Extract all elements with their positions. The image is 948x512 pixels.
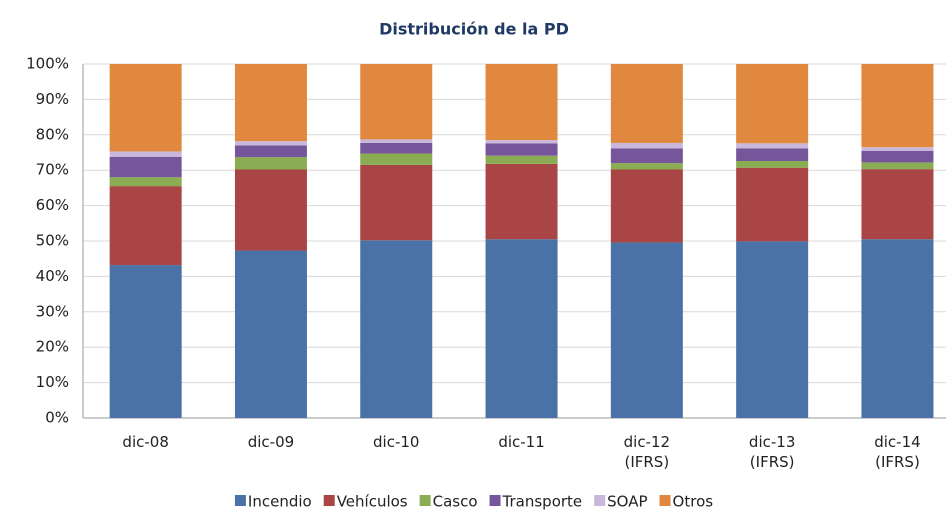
legend-swatch bbox=[659, 495, 671, 506]
x-tick-label: dic-10 bbox=[373, 433, 419, 451]
bar-segment bbox=[485, 155, 558, 164]
bar-segment bbox=[736, 143, 809, 149]
bar-segment bbox=[861, 239, 934, 418]
bar-segment bbox=[109, 177, 182, 187]
x-tick-label-line: (IFRS) bbox=[750, 453, 795, 471]
bar-segment bbox=[109, 265, 182, 418]
y-tick-label: 10% bbox=[36, 373, 69, 391]
bar-segment bbox=[109, 186, 182, 266]
bar-segment bbox=[360, 240, 433, 418]
legend: Incendio Vehículos Casco Transporte SOAP Otro… bbox=[234, 493, 714, 511]
x-tick-label: dic-09 bbox=[248, 433, 294, 451]
x-tick-label-line: dic-11 bbox=[498, 433, 544, 451]
bar-segment bbox=[234, 157, 307, 170]
y-tick-label: 70% bbox=[36, 161, 69, 179]
bar-segment bbox=[861, 150, 934, 163]
bar-segment bbox=[610, 163, 683, 170]
bar-segment bbox=[736, 241, 809, 418]
bar-segment bbox=[861, 162, 934, 170]
legend-label: SOAP bbox=[607, 493, 647, 511]
x-tick-label-line: dic-14 bbox=[874, 433, 920, 451]
bar-segment bbox=[360, 139, 433, 143]
bar-segment bbox=[485, 239, 558, 418]
bar-segment bbox=[736, 167, 809, 242]
bar-segment bbox=[485, 140, 558, 144]
legend-swatch bbox=[489, 495, 501, 506]
x-tick-label: dic-11 bbox=[498, 433, 544, 451]
bar-segment bbox=[610, 169, 683, 243]
y-tick-label: 90% bbox=[36, 90, 69, 108]
bar-segment bbox=[109, 151, 182, 157]
bar-segment bbox=[610, 242, 683, 418]
bar-segment bbox=[736, 148, 809, 161]
bar-segment bbox=[234, 141, 307, 146]
bar-segment bbox=[234, 145, 307, 158]
y-tick-label: 20% bbox=[36, 338, 69, 356]
y-tick-label: 100% bbox=[26, 55, 69, 73]
x-tick-label-line: dic-13 bbox=[749, 433, 795, 451]
legend-label: Otros bbox=[673, 493, 714, 511]
bar-segment bbox=[861, 147, 934, 151]
bar-segment bbox=[485, 143, 558, 156]
bar-segment bbox=[610, 148, 683, 164]
bar-segment bbox=[861, 169, 934, 240]
legend-swatch bbox=[234, 495, 246, 506]
legend-label: Vehículos bbox=[337, 493, 408, 511]
bar-segment bbox=[485, 64, 558, 141]
bar-segment bbox=[360, 153, 433, 165]
x-tick-label-line: dic-09 bbox=[248, 433, 294, 451]
bar-segment bbox=[109, 156, 182, 178]
legend-label: Incendio bbox=[248, 493, 312, 511]
x-tick-label-line: (IFRS) bbox=[624, 453, 669, 471]
bar-segment bbox=[360, 164, 433, 241]
x-tick-label-line: dic-12 bbox=[624, 433, 670, 451]
bar-segment bbox=[234, 169, 307, 251]
bar-segment bbox=[610, 142, 683, 149]
y-tick-label: 60% bbox=[36, 196, 69, 214]
x-tick-label: dic-13 (IFRS) bbox=[749, 433, 795, 471]
x-tick-label: dic-12 (IFRS) bbox=[624, 433, 670, 471]
legend-label: Transporte bbox=[502, 493, 583, 511]
x-tick-label: dic-08 bbox=[122, 433, 168, 451]
legend-swatch bbox=[594, 495, 606, 506]
bar-segment bbox=[610, 64, 683, 143]
y-tick-label: 80% bbox=[36, 125, 69, 143]
bar-segment bbox=[485, 163, 558, 240]
y-tick-label: 40% bbox=[36, 267, 69, 285]
x-tick-label-line: dic-10 bbox=[373, 433, 419, 451]
bar-segment bbox=[234, 250, 307, 418]
y-tick-label: 30% bbox=[36, 302, 69, 320]
bar-segment bbox=[736, 160, 809, 168]
legend-swatch bbox=[323, 495, 335, 506]
y-tick-label: 50% bbox=[36, 232, 69, 250]
bar-segment bbox=[861, 64, 934, 148]
chart-title: Distribución de la PD bbox=[379, 20, 569, 39]
bar-segment bbox=[360, 142, 433, 154]
x-tick-label: dic-14 (IFRS) bbox=[874, 433, 920, 471]
bar-segment bbox=[234, 64, 307, 142]
bar-segment bbox=[109, 64, 182, 152]
bar-segment bbox=[736, 64, 809, 144]
x-tick-label-line: dic-08 bbox=[122, 433, 168, 451]
y-tick-label: 0% bbox=[45, 409, 69, 427]
legend-swatch bbox=[419, 495, 431, 506]
legend-label: Casco bbox=[433, 493, 478, 511]
bar-segment bbox=[360, 64, 433, 140]
x-tick-label-line: (IFRS) bbox=[875, 453, 920, 471]
